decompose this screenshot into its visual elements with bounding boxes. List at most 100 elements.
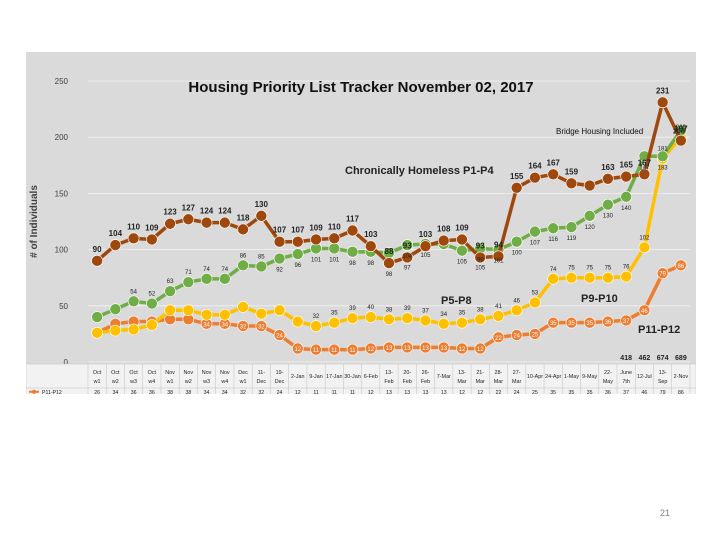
data-point [529, 328, 541, 340]
x-tick-label: 28- [495, 370, 503, 376]
data-label: 86 [678, 264, 685, 270]
data-label: 40 [367, 305, 374, 311]
data-label: 103 [419, 230, 433, 239]
data-point [346, 246, 359, 258]
table-cell: 36 [605, 390, 611, 394]
series-annotation: P11-P12 [638, 324, 680, 336]
table-cell: 24 [277, 390, 283, 394]
data-label: 34 [440, 312, 447, 318]
data-point [492, 250, 505, 263]
x-tick-label: Feb [403, 379, 412, 385]
table-cell: 26 [94, 390, 100, 394]
data-label: 52 [149, 292, 156, 298]
data-point [583, 210, 596, 222]
table-cell: 86 [678, 390, 684, 394]
slide-number: 21 [660, 508, 671, 518]
data-point [583, 179, 596, 192]
data-label: 13 [404, 346, 411, 352]
data-point [383, 257, 395, 269]
y-tick-label: 50 [59, 302, 68, 311]
data-label: 34 [221, 322, 228, 328]
x-tick-label: 12-Jul [637, 374, 652, 380]
data-point [346, 224, 359, 237]
data-label: 11 [331, 348, 338, 354]
data-label: 53 [532, 290, 539, 296]
data-label: 24 [513, 334, 520, 340]
y-tick-label: 0 [64, 358, 69, 367]
data-label: 74 [221, 267, 228, 273]
data-label: 37 [623, 319, 630, 325]
x-tick-label: 2-Nov [674, 374, 689, 380]
x-tick-label: 9-Jan [309, 374, 323, 380]
data-label: 105 [457, 260, 468, 266]
data-label: 98 [386, 272, 393, 278]
x-tick-label: w1 [93, 379, 101, 385]
data-point [437, 341, 450, 354]
table-cell: 11 [332, 390, 337, 394]
data-point [656, 267, 669, 280]
data-label: 36 [605, 320, 612, 326]
data-label: 97 [404, 265, 411, 271]
data-point [91, 255, 103, 267]
data-point [255, 307, 268, 320]
x-tick-label: Oct [111, 370, 120, 376]
data-point [164, 217, 176, 230]
x-tick-label: w2 [111, 379, 119, 385]
data-label: 101 [493, 259, 504, 265]
data-label: 100 [512, 251, 523, 257]
data-label: 130 [255, 200, 269, 209]
data-point [291, 248, 304, 260]
x-tick-label: 24-Apr [545, 374, 561, 380]
data-label: 123 [163, 208, 177, 217]
data-point [291, 315, 304, 328]
data-point [620, 314, 632, 327]
table-cell: 34 [222, 390, 228, 394]
table-row-label: P11-P12 [42, 390, 62, 394]
data-label: 183 [658, 165, 669, 171]
data-table [26, 363, 696, 394]
table-cell: 12 [368, 390, 374, 394]
data-point [328, 232, 341, 245]
x-tick-label: June [620, 370, 632, 376]
data-label: 75 [605, 266, 612, 272]
data-point [529, 171, 541, 184]
data-point [146, 319, 158, 331]
data-label: 35 [459, 311, 466, 317]
x-tick-label: w1 [239, 379, 247, 385]
x-tick-label: w3 [129, 379, 137, 385]
data-point [109, 324, 122, 337]
x-tick-label: 13- [458, 370, 466, 376]
table-cell: 37 [623, 390, 629, 394]
data-label: 12 [294, 347, 301, 353]
chart-title: Housing Priority List Tracker November 0… [188, 79, 533, 96]
x-tick-label: 17-Jan [326, 374, 342, 380]
x-tick-label: w2 [184, 379, 192, 385]
table-cell: 13 [423, 390, 429, 394]
data-label: 206 [673, 128, 685, 135]
data-label: 32 [240, 325, 247, 331]
series-annotation: Chronically Homeless P1-P4 [345, 165, 494, 177]
data-point [675, 259, 687, 272]
data-label: 12 [459, 347, 466, 353]
table-cell: 79 [660, 390, 666, 394]
data-point [237, 320, 249, 332]
data-point [583, 316, 596, 329]
data-point [510, 304, 523, 317]
data-label: 109 [455, 223, 469, 232]
table-cell: 24 [514, 390, 520, 394]
x-tick-label: 9-May [582, 374, 597, 380]
data-point [456, 244, 468, 257]
data-label: 101 [311, 257, 322, 263]
data-point [127, 232, 140, 245]
data-point [219, 216, 231, 229]
table-cell: 12 [295, 390, 301, 394]
y-tick-label: 200 [55, 133, 69, 142]
data-label: 105 [420, 253, 431, 259]
data-label: 22 [495, 336, 502, 342]
table-cell: 22 [496, 390, 502, 394]
x-tick-label: 13- [385, 370, 393, 376]
data-point [182, 276, 195, 288]
data-point [291, 342, 304, 355]
data-point [419, 341, 432, 354]
data-point [638, 304, 651, 317]
